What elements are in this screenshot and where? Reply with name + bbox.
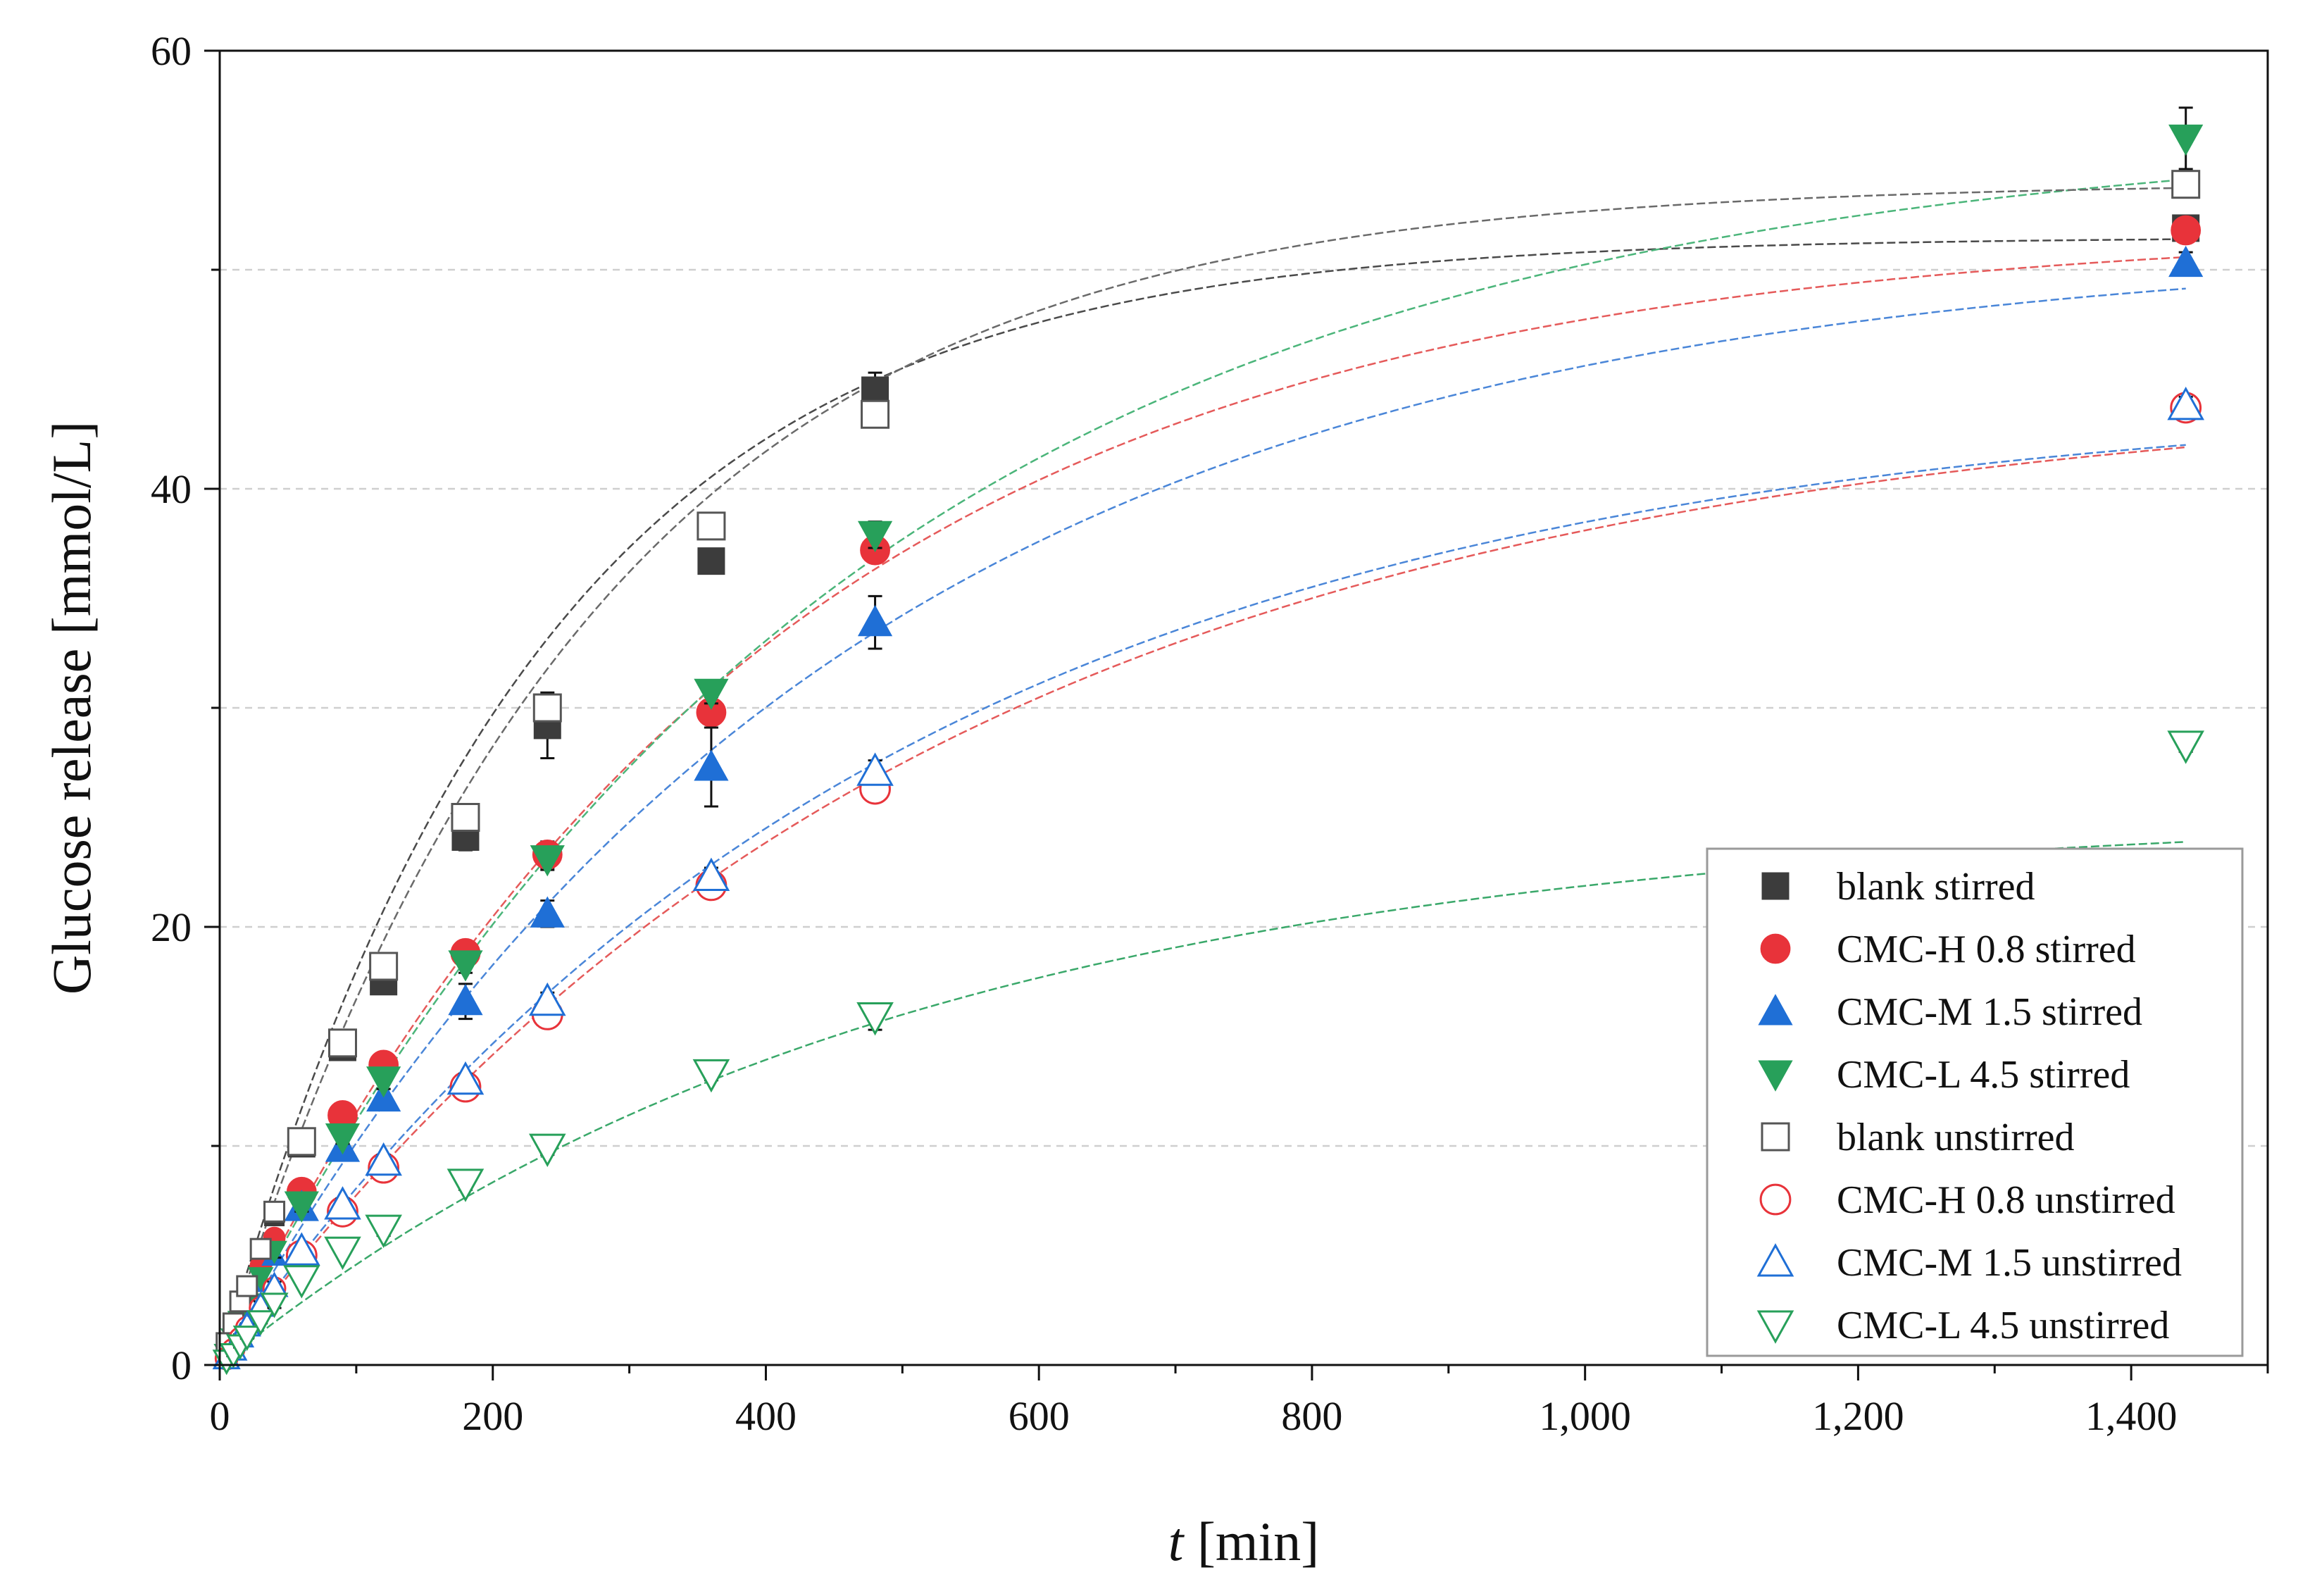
data-point [324,1186,361,1220]
x-axis-title-unit: [min] [1183,1511,1319,1572]
y-tick-label: 0 [171,1342,192,1388]
data-point [2168,245,2204,278]
legend-marker-1 [1761,872,1790,900]
data-point [369,952,399,981]
data-point [697,547,725,575]
y-tick-label: 60 [151,28,192,74]
legend-label-2: CMC-H 0.8 stirred [1837,928,2136,971]
x-axis-ticks: 0 200 400 600 800 1,000 1,200 1,400 [210,1365,2269,1439]
data-point [287,1127,316,1157]
x-tick-label: 0 [210,1393,230,1439]
x-axis-title-symbol: t [1168,1511,1185,1572]
data-point [232,1326,261,1352]
data-point [2168,124,2204,156]
data-point [528,982,566,1016]
legend-label-4: CMC-L 4.5 stirred [1837,1053,2130,1097]
data-point [692,1059,730,1093]
legend-marker-7 [1756,1243,1794,1277]
legend-label-6: CMC-H 0.8 unstirred [1837,1178,2175,1222]
data-point [448,950,483,982]
data-point [530,845,565,877]
x-tick-label: 1,400 [2085,1393,2178,1439]
data-point [697,511,726,541]
data-point [861,399,890,429]
series-8 [212,730,2204,1376]
legend-marker-6 [1759,1183,1792,1216]
data-point [448,983,483,1016]
y-tick-label: 40 [151,466,192,512]
x-tick-label: 600 [1009,1393,1070,1439]
legend-label-1: blank stirred [1837,865,2035,909]
legend-marker-2 [1760,933,1791,964]
data-point [249,1237,272,1260]
data-point [2167,730,2204,764]
data-point [692,857,730,891]
x-tick-label: 200 [462,1393,523,1439]
data-point [528,1133,566,1167]
x-tick-label: 400 [735,1393,797,1439]
fit-curve-1 [218,238,2186,1366]
data-point [365,1214,402,1249]
data-point [366,1066,401,1098]
legend-label-3: CMC-M 1.5 stirred [1837,990,2142,1034]
data-point [447,1168,485,1202]
data-point [283,1265,320,1299]
legend: blank stirred CMC-H 0.8 stirred CMC-M 1.5 … [1706,847,2244,1357]
data-point [857,520,893,553]
data-point [283,1232,320,1266]
data-point [236,1275,258,1297]
y-axis-title: Glucose release [mmol/L] [41,421,102,995]
data-point [861,376,889,404]
data-point [365,1142,402,1176]
x-axis-title: t [min] [1168,1511,1319,1572]
data-point [530,896,565,928]
data-point [451,803,480,832]
x-tick-label: 1,200 [1812,1393,1904,1439]
legend-marker-3 [1758,994,1793,1025]
y-tick-label: 20 [151,904,192,950]
data-point [324,1236,361,1271]
data-point [325,1123,361,1155]
x-tick-label: 800 [1281,1393,1342,1439]
legend-label-7: CMC-M 1.5 unstirred [1837,1241,2182,1285]
data-points [212,106,2204,1376]
data-point [857,604,893,637]
data-point [447,1061,485,1095]
data-point [263,1200,286,1223]
legend-marker-4 [1758,1060,1793,1092]
data-point [694,678,729,711]
legend-box [1706,847,2244,1357]
data-point [246,1310,275,1336]
data-point [284,1191,319,1223]
data-point [327,1028,357,1058]
data-point [694,749,729,781]
x-tick-label: 1,000 [1539,1393,1631,1439]
data-point [2167,386,2204,420]
data-point [260,1292,289,1318]
data-point [856,1002,894,1036]
y-axis-ticks: 0 20 40 60 [151,28,220,1388]
fit-curve-5 [218,187,2186,1366]
data-point [2171,170,2201,199]
legend-marker-5 [1761,1122,1790,1152]
legend-label-8: CMC-L 4.5 unstirred [1837,1304,2169,1347]
legend-label-5: blank unstirred [1837,1116,2074,1159]
legend-marker-8 [1756,1310,1794,1344]
data-point [856,752,894,786]
data-point [2171,215,2202,246]
data-point [532,693,562,723]
